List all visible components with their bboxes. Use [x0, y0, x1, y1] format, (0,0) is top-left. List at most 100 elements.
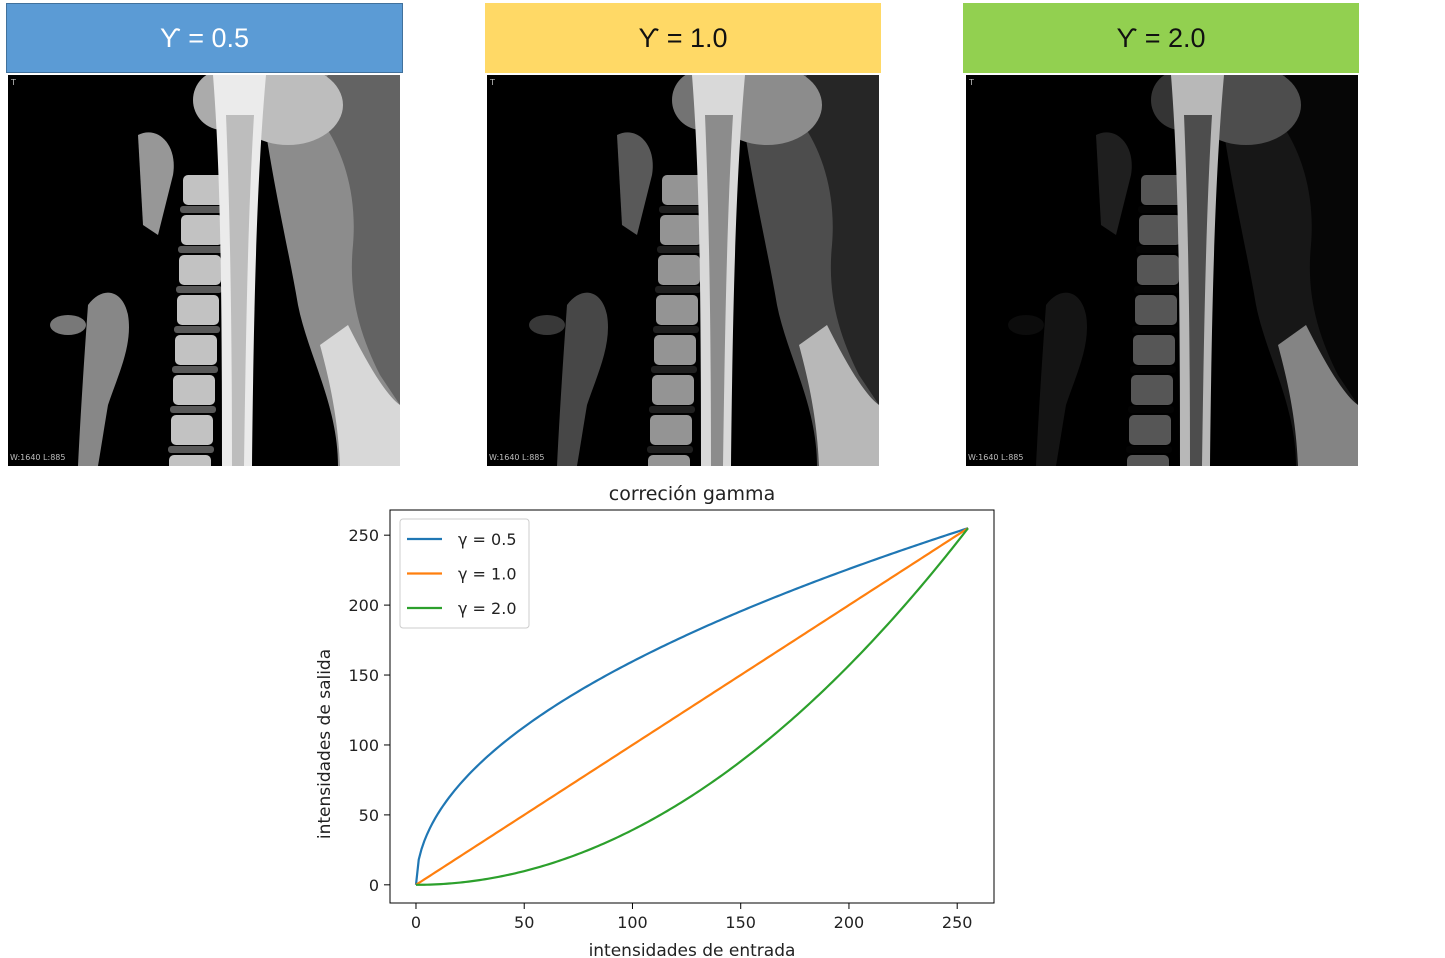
vertebral-body [1133, 335, 1175, 365]
series-line-γ = 1.0 [415, 527, 969, 886]
vertebral-body [650, 415, 692, 445]
x-tick-label: 100 [617, 913, 648, 932]
clivus-tissue [617, 132, 653, 235]
anterior-tissue [1008, 315, 1044, 335]
intervertebral-disc [176, 286, 222, 293]
posterior-muscle [1266, 75, 1358, 405]
vertebral-body [1127, 455, 1169, 466]
vertebral-body [1141, 175, 1183, 205]
mri-image-gamma-0.5: T W:1640 L:885 [8, 75, 400, 466]
intervertebral-disc [174, 326, 220, 333]
spinal-cord [1184, 115, 1212, 466]
intervertebral-disc [1132, 326, 1178, 333]
intervertebral-disc [657, 246, 703, 253]
intervertebral-disc [168, 446, 214, 453]
vertebral-body [1131, 375, 1173, 405]
clivus-tissue [1096, 132, 1132, 235]
vertebral-body [171, 415, 213, 445]
clivus-tissue [138, 132, 174, 235]
intervertebral-disc [647, 446, 693, 453]
gamma-correction-chart: correción gamma intensidades de entrada … [315, 483, 995, 958]
vertebral-body [1139, 215, 1181, 245]
mri-image-gamma-1.0: T W:1640 L:885 [487, 75, 879, 466]
posterior-muscle [308, 75, 400, 405]
anterior-tissue [529, 315, 565, 335]
data-series [414, 527, 969, 886]
gamma-header-label: ϒ = 2.0 [1116, 22, 1206, 53]
anterior-tissue [50, 315, 86, 335]
legend-entry: γ = 0.5 [458, 530, 517, 549]
gamma-header-2.0: ϒ = 2.0 [963, 3, 1359, 73]
intervertebral-disc [1128, 406, 1174, 413]
y-tick-label: 100 [348, 736, 379, 755]
chart-legend: γ = 0.5 γ = 1.0 γ = 2.0 [399, 518, 530, 629]
spine-mri-picture [966, 75, 1358, 466]
y-tick-label: 150 [348, 666, 379, 685]
intervertebral-disc [1126, 446, 1172, 453]
x-tick-label: 50 [514, 913, 534, 932]
axis-ticks: 0 50 100 150 200 250 0 50 100 150 200 250 [348, 526, 972, 932]
intervertebral-disc [651, 366, 697, 373]
subcutaneous-fat [1278, 325, 1358, 466]
y-tick-label: 200 [348, 596, 379, 615]
vertebral-body [183, 175, 225, 205]
intervertebral-disc [659, 206, 705, 213]
y-tick-label: 50 [359, 806, 379, 825]
subcutaneous-fat [799, 325, 879, 466]
mri-window-level-text: W:1640 L:885 [10, 453, 66, 462]
legend-box [399, 518, 530, 629]
x-tick-label: 150 [725, 913, 756, 932]
vertebral-body [181, 215, 223, 245]
intervertebral-disc [178, 246, 224, 253]
subcutaneous-fat [320, 325, 400, 466]
legend-entry: γ = 1.0 [458, 565, 517, 584]
gamma-header-label: ϒ = 1.0 [638, 22, 728, 53]
vertebral-body [179, 255, 221, 285]
vertebral-body [654, 335, 696, 365]
vertebral-body [652, 375, 694, 405]
mri-corner-marker: T [490, 78, 495, 87]
chart-title: correción gamma [609, 483, 775, 505]
mri-corner-marker: T [11, 78, 16, 87]
vertebral-body [173, 375, 215, 405]
intervertebral-disc [653, 326, 699, 333]
plot-frame [389, 509, 995, 904]
mri-window-level-text: W:1640 L:885 [968, 453, 1024, 462]
intervertebral-disc [655, 286, 701, 293]
mri-image-gamma-2.0: T W:1640 L:885 [966, 75, 1358, 466]
vertebral-body [1137, 255, 1179, 285]
spinal-cord [705, 115, 733, 466]
vertebral-body [656, 295, 698, 325]
series-line-γ = 0.5 [414, 527, 969, 885]
mri-window-level-text: W:1640 L:885 [489, 453, 545, 462]
intervertebral-disc [180, 206, 226, 213]
x-tick-label: 0 [411, 913, 421, 932]
intervertebral-disc [1136, 246, 1182, 253]
vertebral-body [658, 255, 700, 285]
spine-mri-picture [487, 75, 879, 466]
intervertebral-disc [1138, 206, 1184, 213]
y-tick-label: 250 [348, 526, 379, 545]
gamma-header-0.5: ϒ = 0.5 [6, 3, 403, 73]
airway-tissue [1036, 292, 1087, 466]
airway-tissue [78, 292, 129, 466]
x-axis-label: intensidades de entrada [589, 941, 796, 958]
series-line-γ = 2.0 [415, 527, 969, 886]
vertebral-body [169, 455, 211, 466]
airway-tissue [557, 292, 608, 466]
spine-mri-picture [8, 75, 400, 466]
vertebral-body [1129, 415, 1171, 445]
mri-corner-marker: T [969, 78, 974, 87]
intervertebral-disc [172, 366, 218, 373]
gamma-header-1.0: ϒ = 1.0 [485, 3, 881, 73]
spinal-cord [226, 115, 254, 466]
intervertebral-disc [649, 406, 695, 413]
x-tick-label: 200 [834, 913, 865, 932]
vertebral-body [648, 455, 690, 466]
intervertebral-disc [170, 406, 216, 413]
intervertebral-disc [1130, 366, 1176, 373]
vertebral-body [662, 175, 704, 205]
posterior-muscle [787, 75, 879, 405]
y-tick-label: 0 [369, 876, 379, 895]
x-tick-label: 250 [942, 913, 973, 932]
